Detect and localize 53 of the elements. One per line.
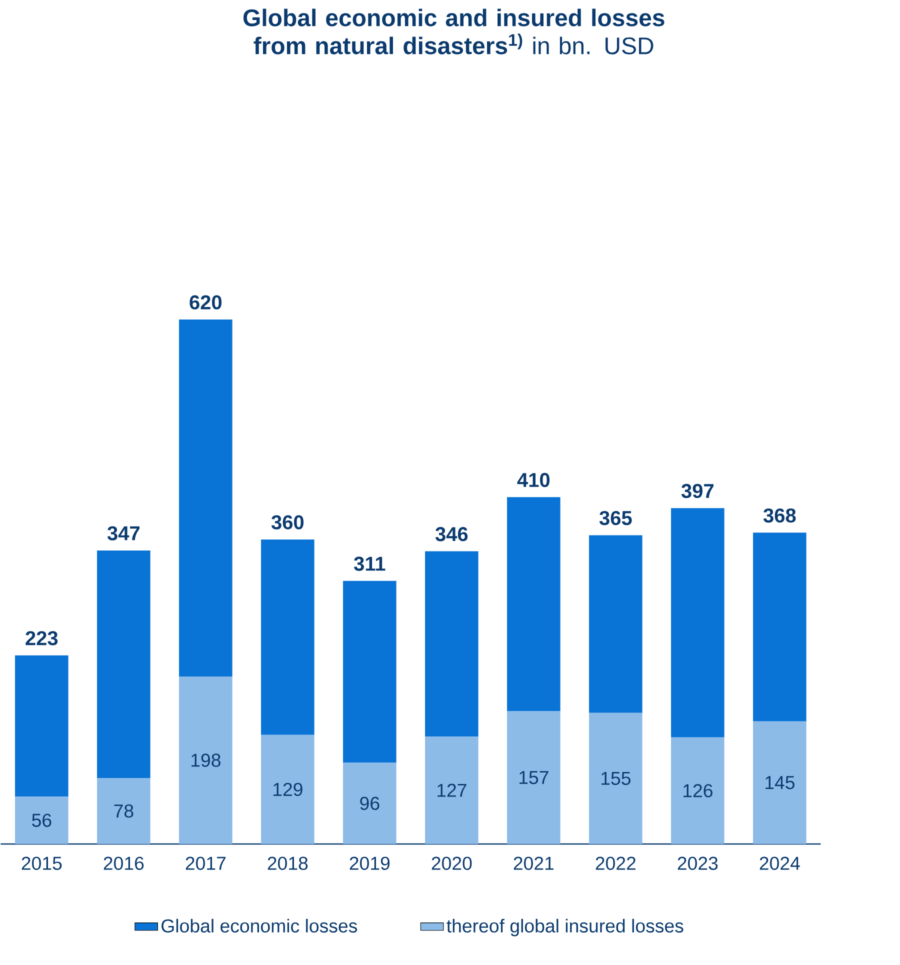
bar (15, 655, 68, 797)
data-label: 78 (114, 804, 134, 818)
legend-label: Global economic losses (162, 918, 358, 933)
bar (507, 497, 560, 712)
bar (425, 551, 478, 737)
bar (753, 721, 806, 844)
x-tick-label: 2023 (678, 856, 718, 870)
data-label: 155 (602, 772, 631, 785)
x-tick-label: 2016 (104, 856, 144, 870)
bar (261, 539, 314, 735)
x-tick-label: 2019 (350, 856, 390, 870)
x-tick-label: 2024 (760, 856, 800, 870)
total-label: 368 (764, 508, 796, 523)
total-label: 311 (354, 556, 386, 571)
total-label: 346 (436, 527, 468, 542)
data-label: 96 (360, 796, 380, 810)
total-label: 223 (26, 631, 58, 646)
total-label: 620 (190, 295, 222, 310)
x-tick-label: 2018 (268, 856, 308, 870)
data-label: 145 (766, 776, 795, 790)
bar (589, 712, 642, 844)
x-tick-label: 2020 (432, 856, 472, 870)
bar (343, 580, 396, 763)
legend-label: thereof global insured losses (446, 918, 684, 936)
data-label: 129 (274, 782, 302, 796)
x-tick-label: 2021 (514, 856, 554, 870)
bar (425, 736, 478, 844)
bar (671, 737, 724, 844)
data-label: 198 (192, 754, 220, 767)
bar (753, 532, 806, 722)
x-tick-label: 2017 (186, 856, 226, 870)
total-label: 360 (272, 515, 304, 530)
bar (97, 778, 150, 844)
bar (671, 508, 724, 738)
x-tick-label: 2015 (22, 856, 62, 870)
bar (507, 711, 560, 844)
data-label: 56 (32, 814, 52, 827)
x-tick-label: 2022 (596, 856, 636, 870)
total-label: 410 (517, 472, 550, 488)
bar (343, 762, 396, 844)
data-label: 127 (438, 784, 466, 797)
bar (179, 676, 232, 844)
bar (15, 796, 68, 844)
bar (179, 319, 232, 676)
data-label: 157 (520, 771, 548, 784)
bar (589, 535, 642, 713)
data-label: 126 (684, 784, 712, 798)
chart-title: Global economic and insured losses from natural disasters$^{1)}$ in bn. USD (244, 8, 664, 54)
total-label: 397 (682, 484, 714, 498)
bar (97, 550, 150, 778)
bar (261, 734, 314, 844)
total-label: 347 (108, 526, 140, 540)
total-label: 365 (600, 510, 632, 526)
